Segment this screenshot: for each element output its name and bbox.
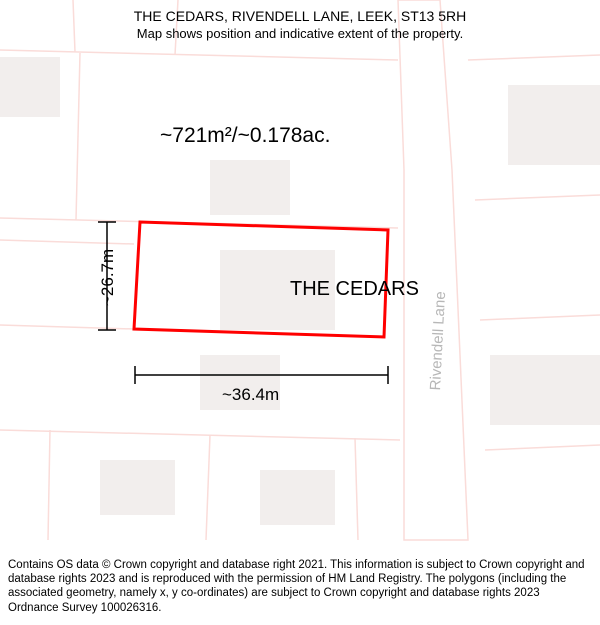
copyright-footer: Contains OS data © Crown copyright and d… (0, 552, 600, 625)
width-dimension-label: ~36.4m (222, 385, 279, 405)
property-name-label: THE CEDARS (290, 278, 419, 301)
page-title: THE CEDARS, RIVENDELL LANE, LEEK, ST13 5… (0, 8, 600, 24)
height-dimension-label: ~26.7m (98, 249, 118, 306)
area-label: ~721m²/~0.178ac. (160, 124, 330, 148)
page-subtitle: Map shows position and indicative extent… (0, 26, 600, 41)
map-svg (0, 0, 600, 625)
